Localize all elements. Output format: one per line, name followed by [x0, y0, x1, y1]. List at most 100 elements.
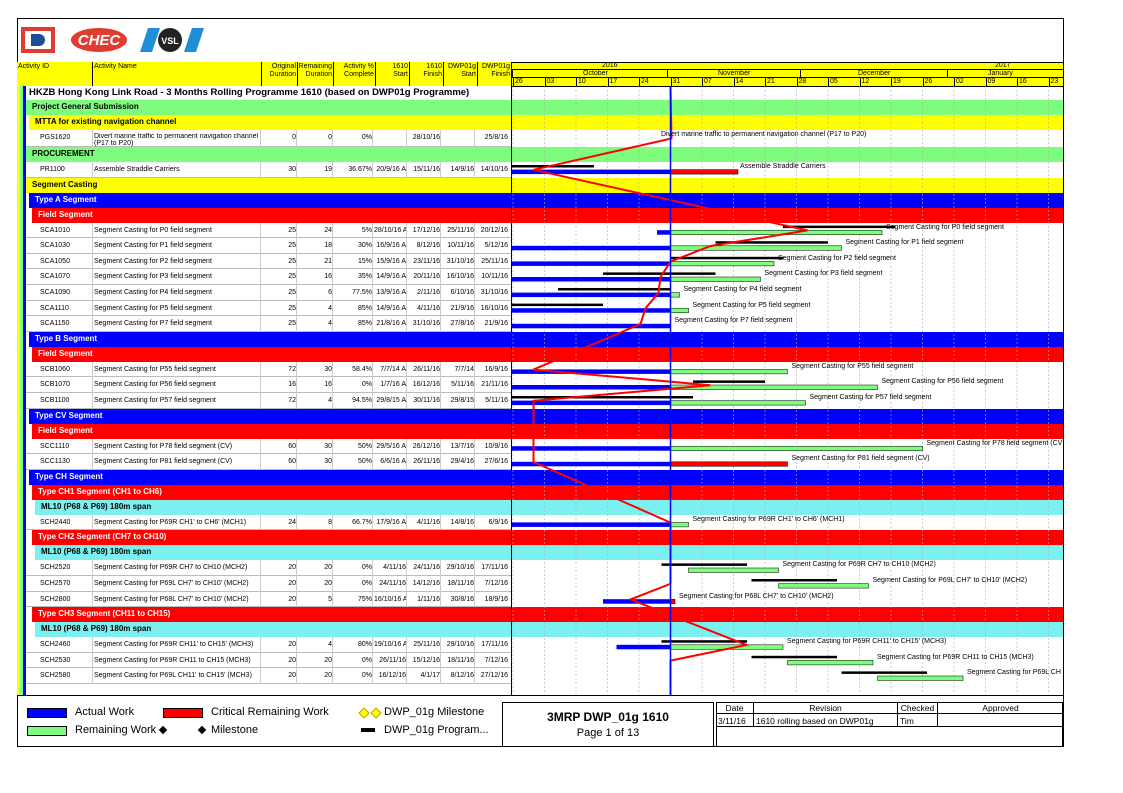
- col-header-dwp-finish[interactable]: DWP01g Finish: [478, 63, 510, 79]
- activity-name: Segment Casting for P2 field segment: [94, 257, 212, 265]
- activity-row[interactable]: PR1100 Assemble Straddle Carriers 30 19 36.6…: [26, 162, 511, 178]
- actual-work-bar: [616, 644, 671, 650]
- dwp-programme-bar: [558, 288, 671, 291]
- activity-row[interactable]: SCA1050 Segment Casting for P2 field segm…: [26, 253, 511, 270]
- wbs-band[interactable]: Type CH2 Segment (CH7 to CH10): [32, 530, 1063, 546]
- finish-1610: 26/11/16: [413, 365, 440, 373]
- wbs-band[interactable]: MTTA for existing navigation channel: [29, 115, 1063, 130]
- wbs-band[interactable]: ML10 (P68 & P69) 180m span: [35, 499, 1063, 515]
- cell-divider: [92, 393, 93, 409]
- activity-row[interactable]: SCB1100 Segment Casting for P57 field seg…: [26, 393, 511, 409]
- cell-divider: [372, 668, 373, 684]
- cell-divider: [474, 222, 475, 239]
- activity-row[interactable]: SCH2440 Segment Casting for P69R CH1' to …: [26, 514, 511, 531]
- gantt-chart: Divert marine traffic to permanent navig…: [512, 86, 1063, 695]
- wbs-band[interactable]: Type CV Segment: [29, 408, 1063, 424]
- activity-row[interactable]: SCC1130 Segment Casting for P81 field seg…: [26, 454, 511, 470]
- activity-row[interactable]: SCH2570 Segment Casting for P69L CH7' to …: [26, 576, 511, 592]
- gantt-bar-label: Segment Casting for P69L CH: [967, 669, 1061, 677]
- revision-hline-2: [716, 726, 1063, 727]
- activity-row[interactable]: SCA1010 Segment Casting for P0 field segm…: [26, 222, 511, 239]
- activity-row[interactable]: SCH2460 Segment Casting for P69R CH11' to…: [26, 637, 511, 653]
- cell-divider: [406, 637, 407, 653]
- activity-row[interactable]: PGS1620 Divert marine traffic to permanen…: [26, 130, 511, 147]
- wbs-band[interactable]: ML10 (P68 & P69) 180m span: [35, 545, 1063, 561]
- activity-row[interactable]: SCA1070 Segment Casting for P3 field segm…: [26, 269, 511, 285]
- wbs-band[interactable]: ML10 (P68 & P69) 180m span: [35, 622, 1063, 638]
- activity-row[interactable]: SCH2800 Segment Casting for P68L CH7' to …: [26, 591, 511, 608]
- tl-week-divider: [891, 78, 892, 86]
- activity-id: SCH2800: [40, 595, 71, 603]
- original-duration: 25: [288, 289, 296, 296]
- wbs-band[interactable]: Field Segment: [32, 346, 1063, 362]
- cell-divider: [332, 285, 333, 301]
- cell-divider: [406, 300, 407, 317]
- activity-row[interactable]: SCA1110 Segment Casting for P5 field segm…: [26, 300, 511, 317]
- tl-month-divider: [667, 69, 668, 78]
- dwp-programme-bar: [783, 225, 896, 229]
- activity-row[interactable]: SCB1070 Segment Casting for P56 field seg…: [26, 377, 511, 393]
- cell-divider: [260, 285, 261, 301]
- cell-divider: [406, 652, 407, 669]
- remaining-duration: 20: [324, 564, 332, 572]
- wbs-band[interactable]: Type CH Segment: [29, 469, 1063, 485]
- cell-divider: [440, 438, 441, 455]
- col-divider: [297, 62, 298, 86]
- activity-id: SCH2570: [40, 580, 71, 587]
- revision-table: [716, 702, 1063, 747]
- wbs-band[interactable]: Type B Segment: [29, 331, 1063, 347]
- percent-complete: 0%: [361, 564, 372, 572]
- wbs-band[interactable]: Segment Casting: [26, 177, 1063, 193]
- cell-divider: [332, 393, 333, 409]
- wbs-band[interactable]: Field Segment: [32, 423, 1063, 439]
- col-header-activity-name[interactable]: Activity Name: [94, 63, 137, 70]
- original-duration: 60: [288, 458, 296, 466]
- cell-divider: [372, 285, 373, 301]
- finish-1610: 26/11/16: [413, 458, 440, 466]
- start-1610: 17/9/16 A: [376, 518, 406, 526]
- cell-divider: [406, 591, 407, 608]
- remaining-duration: 19: [324, 166, 332, 173]
- col-header-orig-dur[interactable]: Original Duration: [262, 63, 296, 79]
- revision-hdr-revision: Revision: [809, 703, 842, 713]
- dwp-finish: 21/9/16: [484, 320, 508, 328]
- finish-1610: 28/10/16: [412, 134, 440, 141]
- col-header-start-1610[interactable]: 1610 Start: [376, 63, 408, 79]
- activity-row[interactable]: SCH2520 Segment Casting for P69R CH7 to C…: [26, 560, 511, 576]
- percent-complete: 0%: [361, 656, 372, 664]
- cell-divider: [332, 514, 333, 531]
- activity-row[interactable]: SCH2580 Segment Casting for P69L CH11' to…: [26, 668, 511, 684]
- finish-1610: 2/11/16: [417, 289, 440, 296]
- activity-row[interactable]: SCC1110 Segment Casting for P78 field seg…: [26, 438, 511, 455]
- cell-divider: [406, 316, 407, 332]
- cell-divider: [372, 222, 373, 239]
- activity-row[interactable]: SCB1060 Segment Casting for P55 field seg…: [26, 361, 511, 378]
- col-header-pct[interactable]: Activity % Complete: [334, 63, 374, 79]
- col-header-dwp-start[interactable]: DWP01g Start: [444, 63, 476, 79]
- cell-divider: [260, 576, 261, 592]
- activity-row[interactable]: SCH2530 Segment Casting for P69R CH11 to …: [26, 652, 511, 669]
- tl-week-divider: [607, 78, 609, 86]
- title-block: [502, 702, 714, 747]
- dwp-finish: 7/12/16: [484, 580, 508, 587]
- remaining-duration: 16: [324, 273, 332, 281]
- cell-divider: [92, 316, 93, 332]
- percent-complete: 0%: [361, 381, 372, 389]
- wbs-band[interactable]: Type A Segment: [29, 192, 1063, 208]
- col-header-activity-id[interactable]: Activity ID: [18, 63, 50, 70]
- wbs-band[interactable]: Field Segment: [32, 207, 1063, 223]
- wbs-band[interactable]: Type CH3 Segment (CH11 to CH15): [32, 607, 1063, 623]
- col-header-rem-dur[interactable]: Remaining Duration: [298, 63, 332, 79]
- col-header-finish-1610[interactable]: 1610 Finish: [410, 63, 442, 79]
- cell-divider: [260, 361, 261, 378]
- dwp-start: 6/10/16: [450, 289, 474, 296]
- activity-row[interactable]: SCA1090 Segment Casting for P4 field segm…: [26, 285, 511, 301]
- wbs-band[interactable]: Type CH1 Segment (CH1 to CH6): [32, 484, 1063, 500]
- activity-id: PGS1620: [40, 134, 71, 141]
- actual-work-bar: [512, 169, 671, 175]
- activity-row[interactable]: SCA1030 Segment Casting for P1 field segm…: [26, 238, 511, 254]
- dwp-start: 27/8/16: [450, 320, 474, 328]
- finish-1610: 4/11/16: [417, 518, 440, 526]
- cell-divider: [296, 361, 297, 378]
- activity-row[interactable]: SCA1150 Segment Casting for P7 field segm…: [26, 316, 511, 332]
